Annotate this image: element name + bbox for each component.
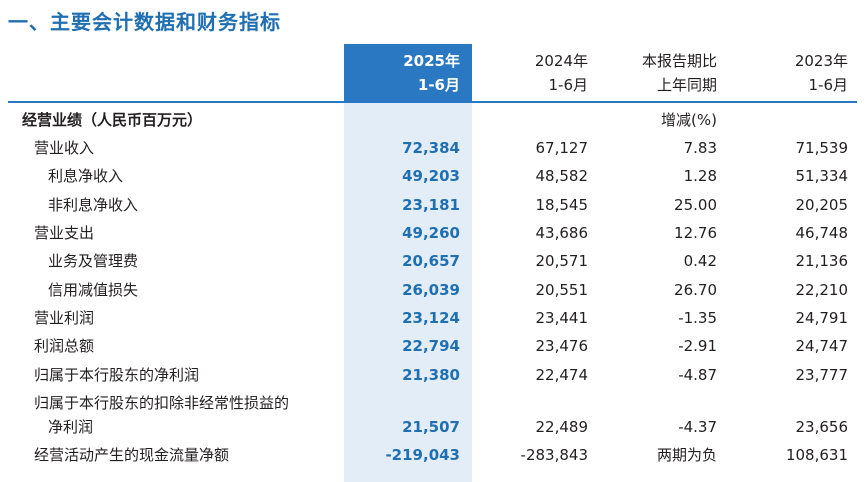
cell-2024: 20,571 bbox=[535, 252, 589, 270]
cell-2023: 46,748 bbox=[795, 224, 849, 242]
row-label: 经营活动产生的现金流量净额 bbox=[34, 446, 230, 464]
current-period-column-highlight bbox=[344, 102, 472, 482]
cell-2025: 26,039 bbox=[402, 281, 460, 299]
table-row: 营业支出 49,260 43,686 12.76 46,748 bbox=[0, 219, 865, 247]
current-period-header-highlight bbox=[344, 44, 472, 102]
table-row: 利润总额 22,794 23,476 -2.91 24,747 bbox=[0, 332, 865, 360]
table-row: 归属于本行股东的净利润 21,380 22,474 -4.87 23,777 bbox=[0, 361, 865, 389]
col1-header-year: 2025年 bbox=[403, 52, 460, 70]
cell-2024: 67,127 bbox=[535, 139, 589, 157]
cell-change: -2.91 bbox=[678, 337, 717, 355]
cell-2025: 21,507 bbox=[402, 418, 460, 436]
header-rule bbox=[8, 101, 857, 103]
cell-2023: 24,791 bbox=[795, 309, 849, 327]
cell-change: 7.83 bbox=[683, 139, 717, 157]
col4-header-period: 1-6月 bbox=[808, 76, 849, 94]
col1-header-period: 1-6月 bbox=[417, 76, 460, 94]
table-row: 业务及管理费 20,657 20,571 0.42 21,136 bbox=[0, 247, 865, 275]
section-title: 一、主要会计数据和财务指标 bbox=[8, 10, 281, 34]
cell-change: 1.28 bbox=[683, 167, 717, 185]
cell-change: 12.76 bbox=[674, 224, 717, 242]
table-row: 经营活动产生的现金流量净额 -219,043 -283,843 两期为负 108… bbox=[0, 441, 865, 469]
cell-2024: -283,843 bbox=[520, 446, 588, 464]
cell-2024: 18,545 bbox=[535, 196, 589, 214]
row-label: 非利息净收入 bbox=[48, 196, 139, 214]
cell-2024: 22,489 bbox=[535, 418, 589, 436]
table-row: 利息净收入 49,203 48,582 1.28 51,334 bbox=[0, 162, 865, 190]
row-label-line2: 净利润 bbox=[48, 418, 94, 436]
cell-change: 25.00 bbox=[674, 196, 717, 214]
table-row: 营业收入 72,384 67,127 7.83 71,539 bbox=[0, 134, 865, 162]
cell-change: 两期为负 bbox=[656, 446, 717, 464]
cell-2023: 23,777 bbox=[795, 366, 849, 384]
cell-change: -1.35 bbox=[678, 309, 717, 327]
cell-2024: 23,441 bbox=[535, 309, 589, 327]
cell-2023: 22,210 bbox=[795, 281, 849, 299]
cell-2023: 21,136 bbox=[795, 252, 849, 270]
row-label: 利息净收入 bbox=[48, 167, 124, 185]
cell-2025: 20,657 bbox=[402, 252, 460, 270]
cell-change: -4.37 bbox=[678, 418, 717, 436]
cell-2024: 48,582 bbox=[535, 167, 589, 185]
change-percent-note: 增减(%) bbox=[661, 111, 717, 129]
row-label: 营业支出 bbox=[34, 224, 95, 242]
row-label: 营业利润 bbox=[34, 309, 95, 327]
cell-2025: 21,380 bbox=[402, 366, 460, 384]
cell-2023: 24,747 bbox=[795, 337, 849, 355]
cell-2025: 22,794 bbox=[402, 337, 460, 355]
cell-change: 26.70 bbox=[674, 281, 717, 299]
cell-2023: 51,334 bbox=[795, 167, 849, 185]
cell-2025: 23,124 bbox=[402, 309, 460, 327]
cell-2025: 72,384 bbox=[402, 139, 460, 157]
cell-2023: 23,656 bbox=[795, 418, 849, 436]
section-row: 经营业绩（人民币百万元） 增减(%) bbox=[0, 106, 865, 134]
cell-2025: 23,181 bbox=[402, 196, 460, 214]
cell-2023: 71,539 bbox=[795, 139, 849, 157]
table-row: 信用减值损失 26,039 20,551 26.70 22,210 bbox=[0, 276, 865, 304]
cell-2024: 43,686 bbox=[535, 224, 589, 242]
cell-2024: 23,476 bbox=[535, 337, 589, 355]
cell-2024: 22,474 bbox=[535, 366, 589, 384]
col3-header-line1: 本报告期比 bbox=[641, 52, 717, 70]
row-label: 业务及管理费 bbox=[48, 252, 139, 270]
cell-2023: 108,631 bbox=[785, 446, 848, 464]
cell-2025: 49,203 bbox=[402, 167, 460, 185]
cell-change: -4.87 bbox=[678, 366, 717, 384]
cell-change: 0.42 bbox=[683, 252, 717, 270]
row-label: 利润总额 bbox=[34, 337, 95, 355]
row-label-line1: 归属于本行股东的扣除非经常性损益的 bbox=[34, 394, 290, 412]
table-row: 非利息净收入 23,181 18,545 25.00 20,205 bbox=[0, 191, 865, 219]
table-row: 净利润 21,507 22,489 -4.37 23,656 bbox=[0, 413, 865, 441]
cell-2025: -219,043 bbox=[385, 446, 460, 464]
col3-header-line2: 上年同期 bbox=[656, 76, 717, 94]
row-label: 信用减值损失 bbox=[48, 281, 139, 299]
section-label: 经营业绩（人民币百万元） bbox=[22, 111, 203, 129]
table-row: 归属于本行股东的扣除非经常性损益的 bbox=[0, 389, 865, 417]
row-label: 归属于本行股东的净利润 bbox=[34, 366, 200, 384]
table-row: 营业利润 23,124 23,441 -1.35 24,791 bbox=[0, 304, 865, 332]
cell-2025: 49,260 bbox=[402, 224, 460, 242]
cell-2024: 20,551 bbox=[535, 281, 589, 299]
col2-header-period: 1-6月 bbox=[548, 76, 589, 94]
cell-2023: 20,205 bbox=[795, 196, 849, 214]
row-label: 营业收入 bbox=[34, 139, 95, 157]
col4-header-year: 2023年 bbox=[794, 52, 848, 70]
col2-header-year: 2024年 bbox=[534, 52, 588, 70]
